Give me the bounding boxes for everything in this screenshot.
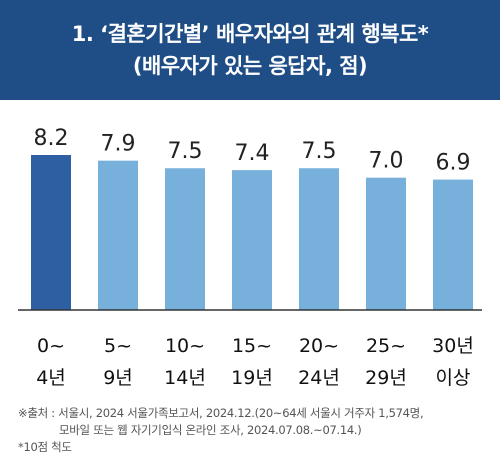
bar-0 [31, 155, 71, 310]
value-label-2: 7.5 [168, 139, 203, 164]
bar-5 [366, 177, 406, 310]
category-label-0-1: 4년 [36, 367, 66, 389]
footnote: ※출처 : 서울시, 2024 서울가족보고서, 2024.12.(20~64세… [18, 405, 488, 456]
category-label-0-0: 0~ [37, 335, 65, 357]
value-label-5: 7.0 [369, 149, 404, 174]
scale-note: *10점 척도 [18, 440, 72, 454]
category-label-4-1: 24년 [298, 367, 340, 389]
bar-6 [433, 179, 473, 310]
source-line-2: 모바일 또는 웹 자기기입식 온라인 조사, 2024.07.08.~07.14… [59, 423, 362, 437]
chart-title-banner: 1. ‘결혼기간별’ 배우자와의 관계 행복도* (배우자가 있는 응답자, 점… [0, 0, 500, 100]
category-label-3-0: 15~ [232, 335, 272, 357]
bar-4 [299, 168, 339, 310]
category-label-1-1: 9년 [103, 367, 133, 389]
value-label-4: 7.5 [302, 139, 337, 164]
category-label-5-0: 25~ [366, 335, 406, 357]
bar-2 [165, 168, 205, 310]
category-label-2-1: 14년 [164, 367, 206, 389]
value-label-1: 7.9 [101, 132, 136, 157]
category-label-4-0: 20~ [299, 335, 339, 357]
category-label-3-1: 19년 [231, 367, 273, 389]
category-label-1-0: 5~ [104, 335, 132, 357]
source-line-1: ※출처 : 서울시, 2024 서울가족보고서, 2024.12.(20~64세… [18, 406, 424, 420]
chart-title: 1. ‘결혼기간별’ 배우자와의 관계 행복도* [71, 22, 429, 46]
category-label-6-1: 이상 [436, 367, 471, 389]
value-label-6: 6.9 [436, 151, 471, 176]
value-label-3: 7.4 [235, 141, 270, 166]
category-label-5-1: 29년 [365, 367, 407, 389]
chart-subtitle: (배우자가 있는 응답자, 점) [132, 54, 368, 78]
bar-3 [232, 170, 272, 310]
category-label-6-0: 30년 [432, 335, 474, 357]
bar-chart: 8.2 0~ 4년 7.9 5~ 9년 7.5 10~ 14년 7.4 15~ 19년 7.5 20~ 24… [18, 126, 482, 389]
bar-1 [98, 160, 138, 310]
value-label-0: 8.2 [34, 126, 69, 151]
category-label-2-0: 10~ [165, 335, 205, 357]
